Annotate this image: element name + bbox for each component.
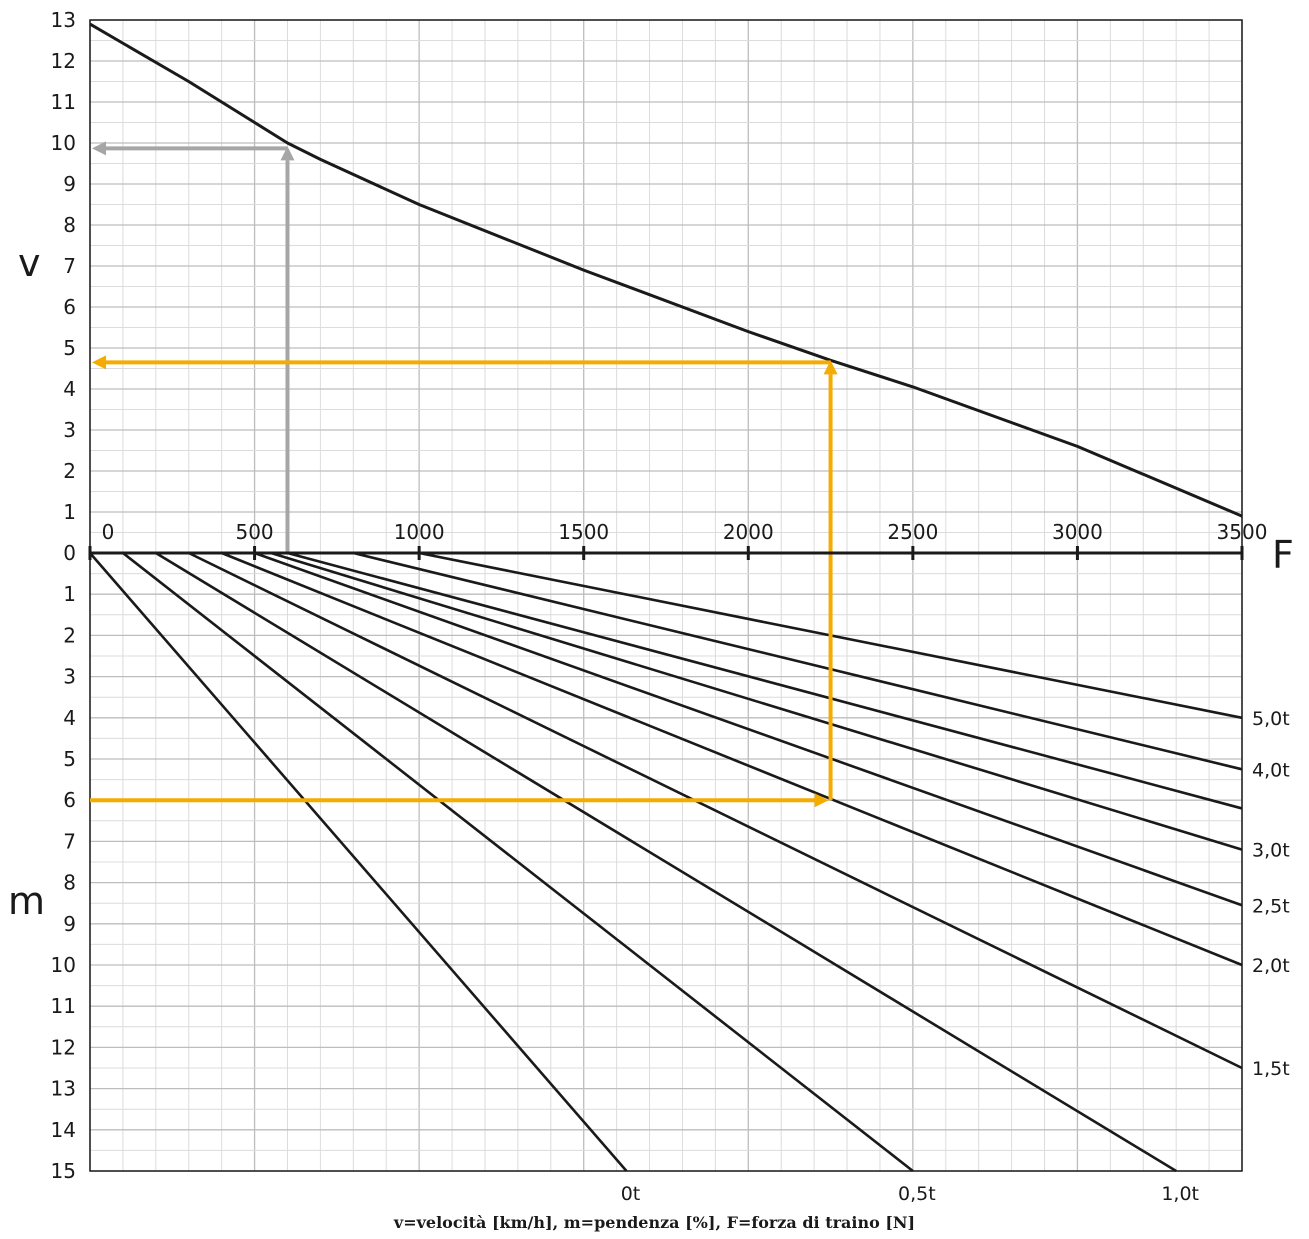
grey-arrow-head-left [92, 141, 106, 156]
speed-curve [89, 22, 1243, 518]
f-tick-label: 2500 [887, 520, 938, 544]
m-tick-label: 1 [63, 582, 76, 606]
m-tick-label: 9 [63, 912, 76, 936]
v-tick-label: 13 [51, 8, 76, 32]
orange-arrow-head-left [92, 355, 106, 370]
v-tick-label: 6 [63, 295, 76, 319]
v-tick-label: 3 [63, 418, 76, 442]
slope-line [89, 552, 628, 1172]
f-tick-label: 0 [102, 520, 115, 544]
v-tick-label: 11 [51, 90, 76, 114]
axes [88, 546, 1244, 560]
slope-line [254, 551, 1243, 907]
m-tick-label: 12 [51, 1035, 76, 1059]
orange-arrow-head-right [814, 793, 829, 808]
mass-label-right: 2,0t [1252, 955, 1290, 977]
slope-line [155, 551, 1177, 1173]
f-tick-label: 500 [235, 520, 273, 544]
f-tick-label: 3500 [1217, 520, 1268, 544]
labels: 0 500 1000 1500 2000 2500 3000 3500012345678910… [8, 8, 1294, 1205]
m-tick-label: 7 [63, 829, 76, 853]
mass-label-bottom: 0t [621, 1183, 641, 1205]
mass-label-right: 4,0t [1252, 759, 1290, 781]
f-tick-label: 2000 [723, 520, 774, 544]
f-tick-label: 1500 [558, 520, 609, 544]
slope-line [221, 551, 1243, 967]
m-tick-label: 13 [51, 1077, 76, 1101]
v-tick-label: 12 [51, 49, 76, 73]
mass-label-right: 2,5t [1252, 895, 1290, 917]
slope-line [122, 551, 914, 1173]
v-tick-label: 4 [63, 377, 76, 401]
mass-label-bottom: 0,5t [898, 1183, 936, 1205]
slope-line [188, 551, 1243, 1070]
example-arrows [90, 141, 838, 808]
v-tick-label: 10 [51, 131, 76, 155]
mass-label-right: 3,0t [1252, 840, 1290, 862]
orange-arrow-head-up [823, 360, 838, 375]
m-tick-label: 11 [51, 994, 76, 1018]
m-tick-label: 5 [63, 747, 76, 771]
v-tick-label: 2 [63, 459, 76, 483]
v-tick-label: 7 [63, 254, 76, 278]
v-tick-label: 5 [63, 336, 76, 360]
v-axis-letter: v [18, 241, 41, 285]
plot-frame [89, 19, 1243, 1172]
v-tick-label: 0 [63, 541, 76, 565]
m-axis-letter: m [8, 879, 45, 923]
mass-label-bottom: 1,0t [1161, 1183, 1199, 1205]
grid [89, 19, 1243, 1172]
m-tick-label: 14 [51, 1118, 76, 1142]
v-tick-label: 1 [63, 500, 76, 524]
m-tick-label: 3 [63, 665, 76, 689]
mass-label-right: 1,5t [1252, 1058, 1290, 1080]
m-tick-label: 8 [63, 871, 76, 895]
f-tick-label: 3000 [1052, 520, 1103, 544]
m-tick-label: 6 [63, 788, 76, 812]
slope-line [287, 551, 1243, 810]
f-tick-label: 1000 [394, 520, 445, 544]
slope-line [353, 551, 1243, 771]
chart-caption: v=velocità [km/h], m=pendenza [%], F=for… [393, 1213, 916, 1232]
m-tick-label: 10 [51, 953, 76, 977]
curves [89, 22, 1243, 1173]
v-tick-label: 8 [63, 213, 76, 237]
slope-line [270, 551, 1243, 851]
m-tick-label: 4 [63, 706, 76, 730]
grey-arrow-head-up [280, 146, 295, 161]
f-axis-letter: F [1272, 533, 1294, 577]
v-tick-label: 9 [63, 172, 76, 196]
m-tick-label: 2 [63, 623, 76, 647]
m-tick-label: 15 [51, 1159, 76, 1183]
mass-label-right: 5,0t [1252, 708, 1290, 730]
